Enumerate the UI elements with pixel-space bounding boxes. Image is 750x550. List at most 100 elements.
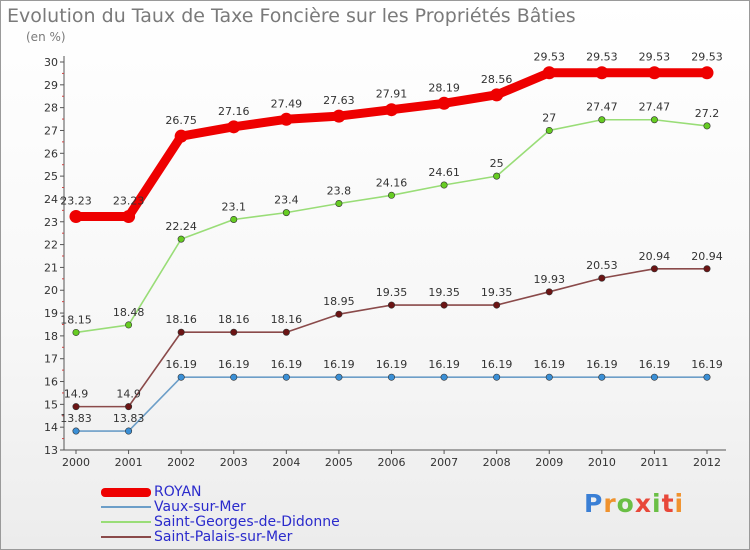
data-point [493, 373, 501, 381]
data-label: 13.83 [113, 412, 145, 425]
data-label: 16.19 [376, 358, 408, 371]
y-tick-label: 23 [44, 216, 58, 229]
x-tick-label: 2002 [167, 456, 195, 469]
legend-swatch [101, 536, 151, 538]
data-point [69, 210, 83, 224]
data-point [440, 373, 448, 381]
data-point [335, 310, 343, 318]
data-label: 18.95 [323, 295, 355, 308]
data-label: 20.53 [586, 259, 618, 272]
data-label: 16.19 [218, 358, 250, 371]
x-tick-label: 2010 [588, 456, 616, 469]
data-label: 16.19 [323, 358, 355, 371]
data-point [174, 129, 188, 143]
data-label: 16.19 [165, 358, 197, 371]
data-point [493, 172, 501, 180]
data-point [335, 373, 343, 381]
data-point [545, 126, 553, 134]
y-tick-label: 21 [44, 261, 58, 274]
unit-label: (en %) [26, 30, 66, 44]
legend-item: ROYAN [101, 484, 401, 500]
data-label: 16.19 [691, 358, 723, 371]
data-point [703, 373, 711, 381]
data-point [227, 120, 241, 134]
data-point [122, 210, 136, 224]
data-label: 27.2 [695, 107, 720, 120]
data-point [282, 373, 290, 381]
x-tick-label: 2008 [483, 456, 511, 469]
legend-swatch [101, 521, 151, 523]
data-point [387, 191, 395, 199]
brand-letter: i [652, 489, 662, 518]
data-point [595, 66, 609, 80]
x-tick-label: 2000 [62, 456, 90, 469]
y-tick-label: 17 [44, 353, 58, 366]
x-tick-label: 2003 [220, 456, 248, 469]
data-label: 27.47 [639, 101, 671, 114]
data-label: 16.19 [534, 358, 566, 371]
y-tick-label: 26 [44, 147, 58, 160]
data-label: 25 [490, 157, 504, 170]
data-point [703, 265, 711, 273]
data-point [440, 181, 448, 189]
y-tick-label: 18 [44, 330, 58, 343]
x-tick-label: 2006 [378, 456, 406, 469]
x-tick-label: 2005 [325, 456, 353, 469]
data-point [647, 66, 661, 80]
data-label: 16.19 [271, 358, 303, 371]
legend: ROYAN Vaux-sur-Mer Saint-Georges-de-Didonn… [101, 484, 401, 545]
data-point [177, 373, 185, 381]
data-label: 16.19 [639, 358, 671, 371]
data-point [490, 88, 504, 102]
data-label: 23.1 [222, 200, 247, 213]
data-label: 27.91 [376, 88, 408, 101]
data-label: 19.35 [428, 286, 460, 299]
legend-label: ROYAN [154, 484, 202, 500]
data-point [230, 373, 238, 381]
data-label: 19.35 [376, 286, 408, 299]
data-point [125, 403, 133, 411]
data-point [542, 66, 556, 80]
data-point [282, 209, 290, 217]
brand-letter: i [674, 489, 685, 518]
data-label: 18.16 [165, 313, 197, 326]
data-label: 26.75 [165, 114, 197, 127]
data-label: 14.9 [116, 388, 141, 401]
data-point [282, 328, 290, 336]
data-label: 16.19 [428, 358, 460, 371]
data-label: 24.61 [428, 166, 460, 179]
data-label: 18.16 [271, 313, 303, 326]
legend-item: Saint-Georges-de-Didonne [101, 514, 401, 530]
data-label: 27.63 [323, 94, 355, 107]
data-point [437, 96, 451, 110]
data-label: 16.19 [481, 358, 513, 371]
data-label: 27.47 [586, 101, 618, 114]
legend-label: Saint-Palais-sur-Mer [154, 529, 293, 545]
data-label: 18.16 [218, 313, 250, 326]
data-point [72, 403, 80, 411]
data-point [493, 301, 501, 309]
data-point [230, 215, 238, 223]
data-point [387, 373, 395, 381]
x-tick-label: 2004 [272, 456, 300, 469]
data-point [387, 301, 395, 309]
data-label: 27.49 [271, 97, 303, 110]
data-point [279, 112, 293, 126]
data-point [598, 274, 606, 282]
data-point [125, 321, 133, 329]
data-point [332, 109, 346, 123]
y-tick-label: 27 [44, 124, 58, 137]
legend-label: Saint-Georges-de-Didonne [154, 514, 340, 530]
data-label: 29.53 [534, 51, 566, 64]
legend-item: Saint-Palais-sur-Mer [101, 529, 401, 545]
data-point [545, 288, 553, 296]
legend-label: Vaux-sur-Mer [154, 499, 246, 515]
data-point [700, 66, 714, 80]
legend-swatch [101, 487, 151, 497]
data-point [598, 116, 606, 124]
y-tick-label: 22 [44, 239, 58, 252]
data-label: 23.23 [60, 195, 92, 208]
data-point [230, 328, 238, 336]
data-label: 29.53 [691, 51, 723, 64]
